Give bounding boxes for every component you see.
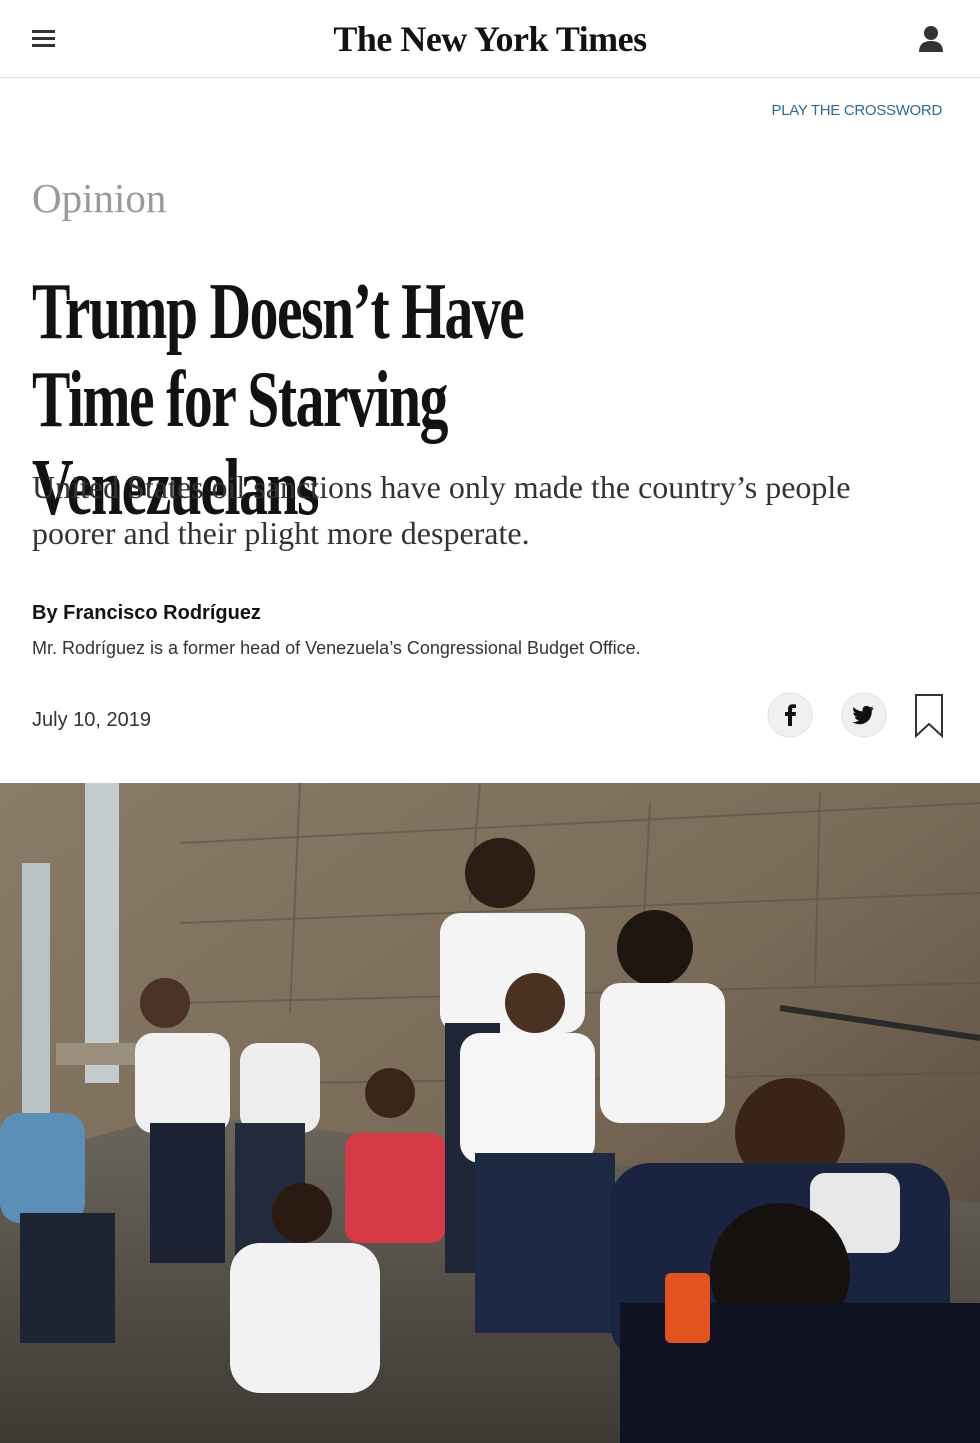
headline: Trump Doesn’t Have Time for Starving Ven… [32,268,525,532]
menu-button[interactable] [30,28,58,50]
logo[interactable]: The New York Times [333,19,647,59]
summary: United States oil sanctions have only ma… [32,469,851,551]
byline[interactable]: By Francisco Rodríguez [32,602,261,624]
children [0,838,980,1443]
facebook-share[interactable] [767,692,813,738]
share-tools [767,692,943,739]
date: July 10, 2019 [32,709,151,731]
section-label[interactable]: Opinion [32,175,167,221]
save-bookmark[interactable] [915,694,943,739]
author-bio: Mr. Rodríguez is a former head of Venezu… [32,638,641,658]
lead-photo [0,783,980,1443]
account-button[interactable] [916,24,946,54]
twitter-share[interactable] [841,692,887,738]
headline-container: Trump Doesn’t Have Time for Starving Ven… [32,268,672,532]
crossword-link[interactable]: PLAY THE CROSSWORD [771,102,943,119]
top-bar: The New York Times [0,0,980,78]
